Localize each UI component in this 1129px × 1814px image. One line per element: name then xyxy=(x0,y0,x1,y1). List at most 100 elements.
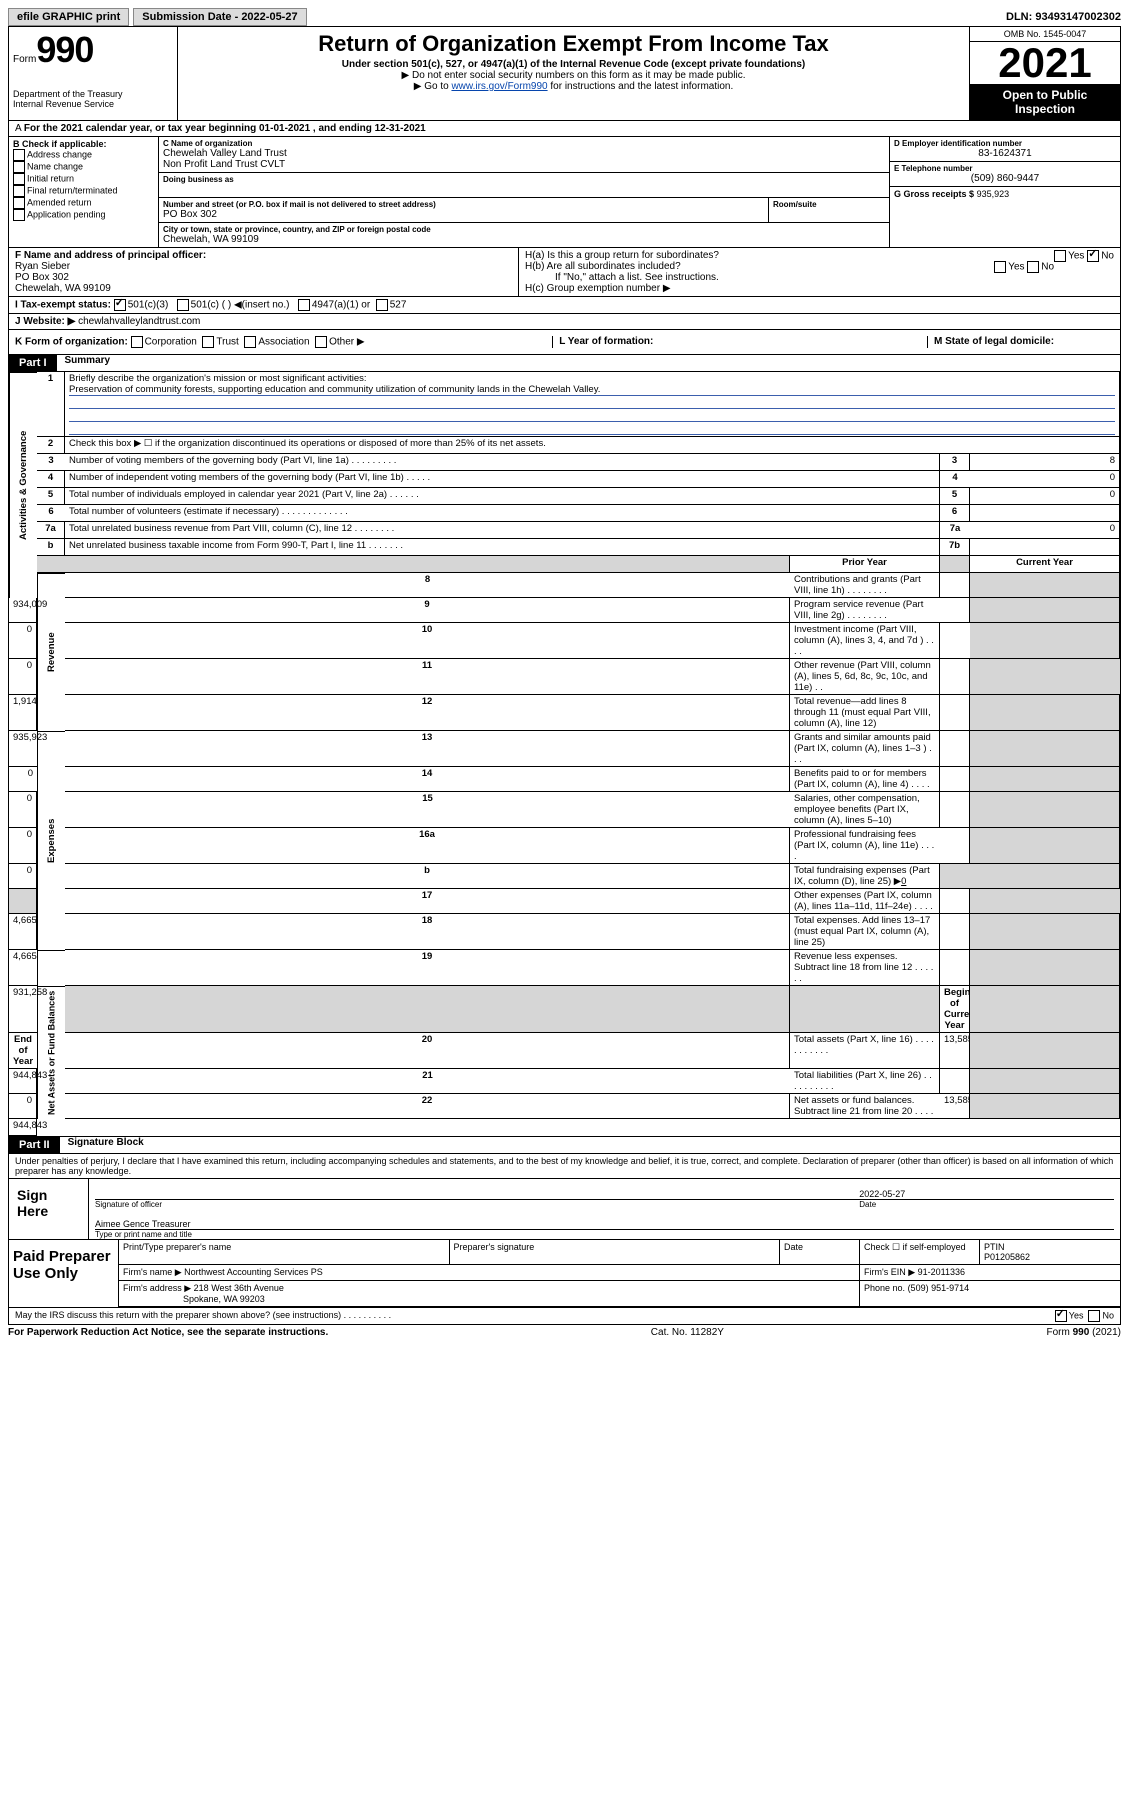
cb-discuss-no[interactable] xyxy=(1088,1310,1100,1322)
ein-val: 83-1624371 xyxy=(894,148,1116,159)
cb-assoc[interactable] xyxy=(244,336,256,348)
subtitle-2: ▶ Do not enter social security numbers o… xyxy=(182,70,965,81)
p-firm-cell: Firm's name ▶ Northwest Accounting Servi… xyxy=(119,1265,860,1281)
part-2-header: Part II Signature Block xyxy=(8,1137,1121,1154)
q7a-text: Total unrelated business revenue from Pa… xyxy=(65,522,940,539)
lbl-name-change: Name change xyxy=(27,161,83,171)
sign-here-label: Sign Here xyxy=(9,1179,89,1239)
cb-amended[interactable] xyxy=(13,197,25,209)
year-box: OMB No. 1545-0047 2021 Open to Public In… xyxy=(969,27,1120,120)
r9-text: Program service revenue (Part VIII, line… xyxy=(790,598,940,623)
side-label-ag: Activities & Governance xyxy=(9,372,37,598)
r11-text: Other revenue (Part VIII, column (A), li… xyxy=(790,659,940,695)
lbl-527: 527 xyxy=(390,300,407,311)
lbl-trust: Trust xyxy=(216,337,238,348)
part-1-num: Part I xyxy=(9,355,57,371)
cb-corp[interactable] xyxy=(131,336,143,348)
c16b xyxy=(9,889,37,914)
s10 xyxy=(970,623,1120,659)
cb-4947[interactable] xyxy=(298,299,310,311)
n11: 11 xyxy=(65,659,790,695)
tax-year: 2021 xyxy=(970,42,1120,84)
discuss-yes: Yes xyxy=(1069,1310,1084,1320)
footer-mid: Cat. No. 11282Y xyxy=(651,1327,724,1338)
dba-label: Doing business as xyxy=(163,175,885,184)
e20: 944,843 xyxy=(9,1069,37,1094)
p-date-label: Date xyxy=(780,1240,860,1265)
cb-other[interactable] xyxy=(315,336,327,348)
s13 xyxy=(970,731,1120,767)
city-val: Chewelah, WA 99109 xyxy=(163,234,885,245)
officer-sig-line[interactable] xyxy=(95,1189,859,1199)
cb-initial-return[interactable] xyxy=(13,173,25,185)
sign-fields: 2022-05-27 Signature of officer Date Aim… xyxy=(89,1179,1120,1239)
s22 xyxy=(970,1094,1120,1119)
n14: 14 xyxy=(65,767,790,792)
hb-no: No xyxy=(1041,262,1054,273)
s20 xyxy=(970,1033,1120,1069)
street-val: PO Box 302 xyxy=(163,209,764,220)
c12: 935,923 xyxy=(9,731,37,767)
lbl-501c3: 501(c)(3) xyxy=(128,300,169,311)
p-ein-val: 91-2011336 xyxy=(918,1267,965,1277)
lbl-final-return: Final return/terminated xyxy=(27,185,118,195)
hb-yes: Yes xyxy=(1008,262,1024,273)
p-ptin-cell: PTINP01205862 xyxy=(980,1240,1120,1265)
cb-app-pending[interactable] xyxy=(13,209,25,221)
paid-preparer-grid: Paid Preparer Use Only Print/Type prepar… xyxy=(9,1239,1120,1307)
phone-val: (509) 860-9447 xyxy=(894,173,1116,184)
b21 xyxy=(940,1069,970,1094)
n15: 15 xyxy=(65,792,790,828)
efile-button[interactable]: efile GRAPHIC print xyxy=(8,8,129,26)
cb-address-change[interactable] xyxy=(13,149,25,161)
c10: 0 xyxy=(9,659,37,695)
cb-discuss-yes[interactable] xyxy=(1055,1310,1067,1322)
dept-label: Department of the Treasury xyxy=(13,89,173,99)
discuss-no: No xyxy=(1102,1310,1114,1320)
p-phone-cell: Phone no. (509) 951-9714 xyxy=(860,1281,1120,1307)
e21: 0 xyxy=(9,1094,37,1119)
sig-name-label: Type or print name and title xyxy=(95,1230,1114,1239)
cb-ha-yes[interactable] xyxy=(1054,250,1066,262)
box-deg: D Employer identification number 83-1624… xyxy=(890,137,1120,247)
n16b: b xyxy=(65,864,790,889)
box-c-label: C Name of organization xyxy=(163,139,885,148)
c15: 0 xyxy=(9,828,37,864)
e22: 944,843 xyxy=(9,1119,37,1136)
na-blank2 xyxy=(790,986,940,1033)
officer-name: Ryan Sieber xyxy=(15,261,512,272)
lbl-amended: Amended return xyxy=(27,197,92,207)
p16b xyxy=(940,864,970,889)
p8 xyxy=(940,573,970,598)
c9: 0 xyxy=(9,623,37,659)
cb-hb-yes[interactable] xyxy=(994,261,1006,273)
cb-name-change[interactable] xyxy=(13,161,25,173)
row-fh: F Name and address of principal officer:… xyxy=(8,248,1121,297)
q6-text: Total number of volunteers (estimate if … xyxy=(65,505,940,522)
cb-hb-no[interactable] xyxy=(1027,261,1039,273)
side-label-rev: Revenue xyxy=(37,573,65,731)
q1-text: Briefly describe the organization's miss… xyxy=(69,373,367,384)
cb-527[interactable] xyxy=(376,299,388,311)
lbl-corp: Corporation xyxy=(145,337,197,348)
s19 xyxy=(970,950,1120,986)
s9 xyxy=(970,598,1120,623)
cb-trust[interactable] xyxy=(202,336,214,348)
cb-501c[interactable] xyxy=(177,299,189,311)
p-ein-label: Firm's EIN ▶ xyxy=(864,1267,915,1277)
title-box: Return of Organization Exempt From Incom… xyxy=(178,27,969,120)
cb-501c3[interactable] xyxy=(114,299,126,311)
cb-ha-no[interactable] xyxy=(1087,250,1099,262)
n17: 17 xyxy=(65,889,790,914)
cb-final-return[interactable] xyxy=(13,185,25,197)
p-firm-label: Firm's name ▶ xyxy=(123,1267,182,1277)
row-l-label: L Year of formation: xyxy=(559,336,653,347)
officer-addr1: PO Box 302 xyxy=(15,272,512,283)
part-2-title: Signature Block xyxy=(60,1137,144,1153)
irs-link[interactable]: www.irs.gov/Form990 xyxy=(451,81,547,92)
begin-hdr: Beginning of Current Year xyxy=(940,986,970,1033)
n6: 6 xyxy=(37,505,65,522)
row-i: I Tax-exempt status: 501(c)(3) 501(c) ( … xyxy=(8,297,1121,314)
p-addr-cell: Firm's address ▶ 218 West 36th Avenue Sp… xyxy=(119,1281,860,1307)
p18 xyxy=(940,914,970,950)
